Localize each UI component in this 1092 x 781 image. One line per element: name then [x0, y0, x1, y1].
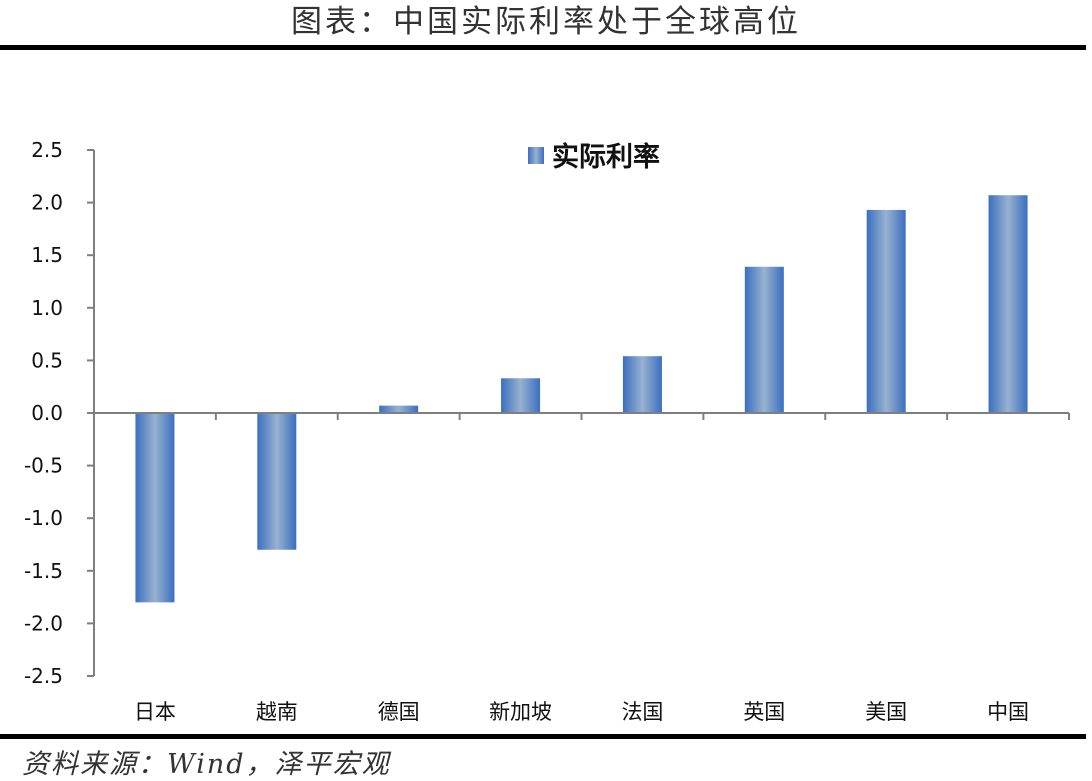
y-tick-label: -2.0 — [24, 611, 63, 635]
legend-swatch — [528, 147, 544, 164]
chart-title: 图表：中国实际利率处于全球高位 — [291, 4, 801, 40]
y-tick-label: -1.5 — [24, 559, 63, 583]
y-axis: 2.5 2.0 1.5 1.0 0.5 0.0 -0.5 -1.0 -1.5 -2.0 -2.5 — [24, 138, 95, 688]
x-tick-label: 德国 — [378, 700, 420, 724]
x-tick-label: 中国 — [987, 700, 1029, 724]
y-tick-label: -1.0 — [24, 506, 63, 530]
y-tick-label: 0.5 — [31, 348, 63, 372]
y-tick-label: 2.5 — [31, 138, 63, 162]
bottom-divider — [0, 734, 1086, 739]
bar-3 — [501, 378, 541, 413]
legend: 实际利率 — [528, 141, 660, 173]
y-tick-label: -2.5 — [24, 664, 63, 688]
bar-2 — [379, 405, 419, 413]
x-tick-label: 越南 — [256, 700, 298, 724]
source-note: 资料来源：Wind，泽平宏观 — [22, 749, 391, 780]
y-tick-label: -0.5 — [24, 454, 63, 478]
legend-label: 实际利率 — [552, 141, 660, 173]
bar-5 — [744, 266, 784, 413]
bar-chart: 2.5 2.0 1.5 1.0 0.5 0.0 -0.5 -1.0 -1.5 -2.0 -2.5 日… — [24, 138, 1070, 724]
bar-6 — [866, 209, 906, 413]
bar-series — [135, 195, 1028, 603]
chart-canvas: 2.5 2.0 1.5 1.0 0.5 0.0 -0.5 -1.0 -1.5 -2.0 -2.5 日… — [24, 138, 1070, 724]
y-tick-label: 0.0 — [31, 401, 63, 425]
bar-0 — [135, 413, 175, 603]
top-divider — [0, 45, 1086, 50]
x-tick-label: 美国 — [865, 700, 907, 724]
bar-7 — [988, 195, 1028, 413]
x-tick-label: 法国 — [621, 700, 663, 724]
y-tick-label: 1.5 — [31, 243, 63, 267]
x-tick-label: 新加坡 — [489, 700, 552, 724]
bar-4 — [622, 356, 662, 413]
y-tick-label: 1.0 — [31, 296, 63, 320]
x-tick-label: 英国 — [743, 700, 785, 724]
x-tick-label: 日本 — [134, 700, 176, 724]
y-tick-label: 2.0 — [31, 191, 63, 215]
bar-1 — [257, 413, 297, 550]
x-axis: 日本 越南 德国 新加坡 法国 英国 美国 中国 — [94, 412, 1070, 724]
